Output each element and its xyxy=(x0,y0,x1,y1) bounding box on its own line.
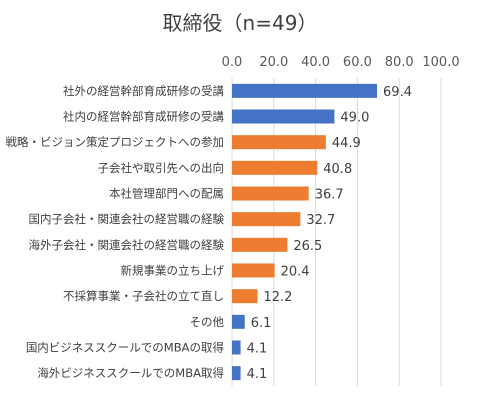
bar xyxy=(232,83,378,98)
data-label: 36.7 xyxy=(315,188,344,203)
bar xyxy=(232,186,309,201)
x-tick-label: 80.0 xyxy=(385,55,414,70)
gridlines xyxy=(231,78,442,386)
x-tick-label: 0.0 xyxy=(222,55,243,70)
category-label: 社内の経営幹部育成研修の受講 xyxy=(63,110,224,124)
data-labels: 69.4 49.0 44.9 40.8 36.7 32.7 26.5 20.4 12.2 6.1 4… xyxy=(247,85,412,382)
data-label: 32.7 xyxy=(306,213,335,228)
category-label: 社外の経営幹部育成研修の受講 xyxy=(63,84,224,98)
category-label: 本社管理部門への配属 xyxy=(109,187,224,201)
data-label: 4.1 xyxy=(247,367,268,382)
data-label: 40.8 xyxy=(323,162,352,177)
category-label: 海外ビジネススクールでのMBA取得 xyxy=(37,366,224,380)
bar xyxy=(232,366,241,381)
category-label: 国内子会社・関連会社の経営職の経験 xyxy=(29,212,225,226)
data-label: 6.1 xyxy=(251,316,272,331)
bar xyxy=(232,289,258,304)
bar xyxy=(232,340,241,355)
data-label: 69.4 xyxy=(383,85,412,100)
chart-title: 取締役（n=49） xyxy=(163,11,318,35)
category-label: 海外子会社・関連会社の経営職の経験 xyxy=(29,238,225,252)
bar xyxy=(232,135,326,150)
bar xyxy=(232,212,301,227)
category-labels: 社外の経営幹部育成研修の受講社内の経営幹部育成研修の受講戦略・ビジョン策定プロジ… xyxy=(6,84,225,380)
bar xyxy=(232,263,275,278)
x-tick-label: 20.0 xyxy=(259,55,288,70)
category-label: 国内ビジネススクールでのMBAの取得 xyxy=(26,341,224,355)
category-label: その他 xyxy=(190,315,225,329)
bar xyxy=(232,160,318,175)
data-label: 44.9 xyxy=(332,136,361,151)
data-label: 20.4 xyxy=(281,265,310,280)
data-label: 26.5 xyxy=(293,239,322,254)
data-label: 49.0 xyxy=(340,111,369,126)
data-label: 4.1 xyxy=(247,342,268,357)
bars xyxy=(232,83,378,381)
x-tick-label: 60.0 xyxy=(343,55,372,70)
category-label: 不採算事業・子会社の立て直し xyxy=(63,289,224,303)
x-tick-label: 100.0 xyxy=(422,55,459,70)
category-label: 新規事業の立ち上げ xyxy=(121,264,225,278)
data-label: 12.2 xyxy=(263,290,292,305)
bar xyxy=(232,237,288,252)
category-label: 戦略・ビジョン策定プロジェクトへの参加 xyxy=(6,135,225,149)
x-tick-label: 40.0 xyxy=(301,55,330,70)
x-axis-tick-labels: 0.0 20.0 40.0 60.0 80.0 100.0 xyxy=(222,55,460,70)
category-label: 子会社や取引先への出向 xyxy=(98,161,225,175)
bar xyxy=(232,109,335,124)
bar xyxy=(232,314,245,329)
